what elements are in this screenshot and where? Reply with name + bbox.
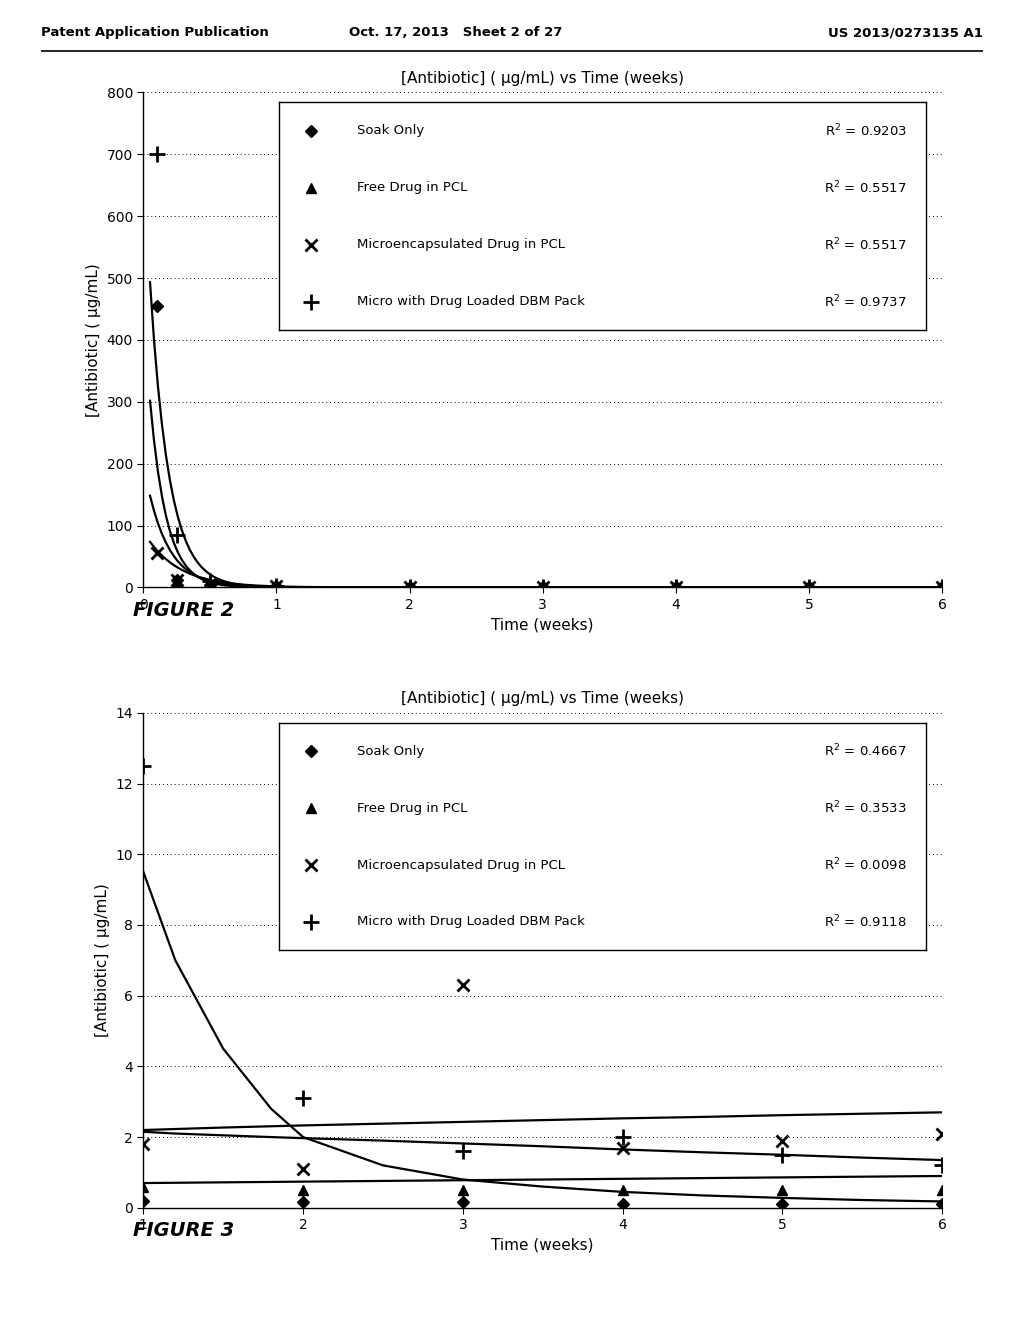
Title: [Antibiotic] ( μg/mL) vs Time (weeks): [Antibiotic] ( μg/mL) vs Time (weeks) bbox=[401, 692, 684, 706]
Y-axis label: [Antibiotic] ( μg/mL): [Antibiotic] ( μg/mL) bbox=[86, 263, 101, 417]
Text: Patent Application Publication: Patent Application Publication bbox=[41, 26, 268, 40]
X-axis label: Time (weeks): Time (weeks) bbox=[492, 618, 594, 632]
Text: FIGURE 2: FIGURE 2 bbox=[133, 601, 234, 619]
Text: FIGURE 3: FIGURE 3 bbox=[133, 1221, 234, 1239]
Text: Oct. 17, 2013   Sheet 2 of 27: Oct. 17, 2013 Sheet 2 of 27 bbox=[349, 26, 562, 40]
Text: US 2013/0273135 A1: US 2013/0273135 A1 bbox=[828, 26, 983, 40]
X-axis label: Time (weeks): Time (weeks) bbox=[492, 1238, 594, 1253]
Y-axis label: [Antibiotic] ( μg/mL): [Antibiotic] ( μg/mL) bbox=[95, 883, 110, 1038]
Title: [Antibiotic] ( μg/mL) vs Time (weeks): [Antibiotic] ( μg/mL) vs Time (weeks) bbox=[401, 71, 684, 86]
